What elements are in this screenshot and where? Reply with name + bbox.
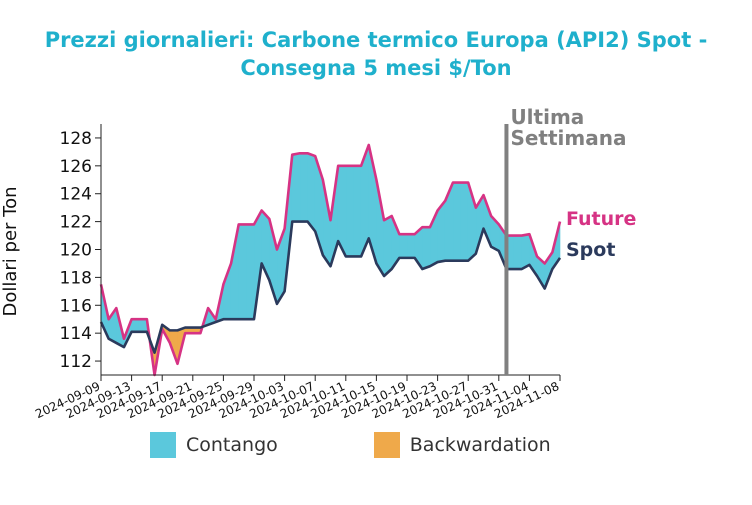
last-week-label-line: Ultima bbox=[510, 105, 584, 129]
legend-item-contango: Contango bbox=[150, 432, 278, 458]
y-axis-label: Dollari per Ton bbox=[0, 186, 21, 316]
contango-area bbox=[521, 233, 530, 270]
last-week-label-line: Settimana bbox=[510, 126, 626, 150]
series-label-spot: Spot bbox=[566, 239, 615, 261]
chart-title-line-2: Consegna 5 mesi $/Ton bbox=[240, 56, 512, 80]
contango-area bbox=[238, 224, 247, 320]
chart-title-line-1: Prezzi giornalieri: Carbone termico Euro… bbox=[44, 28, 708, 52]
contango-area bbox=[406, 233, 415, 259]
contango-area bbox=[246, 224, 255, 320]
contango-area bbox=[353, 165, 362, 257]
series-line-layer bbox=[99, 143, 562, 377]
legend-swatch-backwardation bbox=[373, 432, 400, 458]
contango-area bbox=[291, 152, 301, 222]
contango-area bbox=[421, 226, 431, 270]
y-tick-label: 114 bbox=[60, 324, 92, 344]
legend-swatch-contango bbox=[150, 432, 176, 458]
contango-area bbox=[138, 318, 148, 333]
y-tick-label: 128 bbox=[60, 129, 92, 149]
chart-title: Prezzi giornalieri: Carbone termico Euro… bbox=[0, 26, 752, 82]
contango-area bbox=[513, 235, 523, 270]
contango-area bbox=[452, 182, 461, 261]
y-tick-label: 120 bbox=[60, 241, 92, 261]
legend-label-contango: Contango bbox=[186, 434, 278, 456]
legend-label-backwardation: Backwardation bbox=[409, 434, 551, 456]
contango-area bbox=[399, 233, 408, 259]
legend-item-backwardation: Backwardation bbox=[373, 432, 551, 458]
y-tick-label: 126 bbox=[60, 157, 92, 177]
series-labels: Future Spot bbox=[566, 208, 636, 261]
contango-area bbox=[383, 215, 393, 277]
series-label-future: Future bbox=[566, 208, 636, 230]
y-tick-label: 118 bbox=[60, 268, 92, 288]
series-line-spot bbox=[99, 220, 562, 354]
contango-area bbox=[460, 182, 469, 261]
legend: Contango Backwardation bbox=[150, 432, 647, 458]
y-tick-label: 116 bbox=[60, 296, 92, 316]
y-tick-label: 124 bbox=[60, 185, 92, 205]
y-tick-label: 122 bbox=[60, 213, 92, 233]
contango-area bbox=[345, 165, 354, 257]
y-tick-label: 112 bbox=[60, 352, 92, 372]
series-line-future bbox=[99, 143, 562, 377]
contango-area bbox=[307, 152, 316, 233]
contango-area bbox=[131, 318, 140, 333]
contango-area bbox=[299, 152, 308, 222]
